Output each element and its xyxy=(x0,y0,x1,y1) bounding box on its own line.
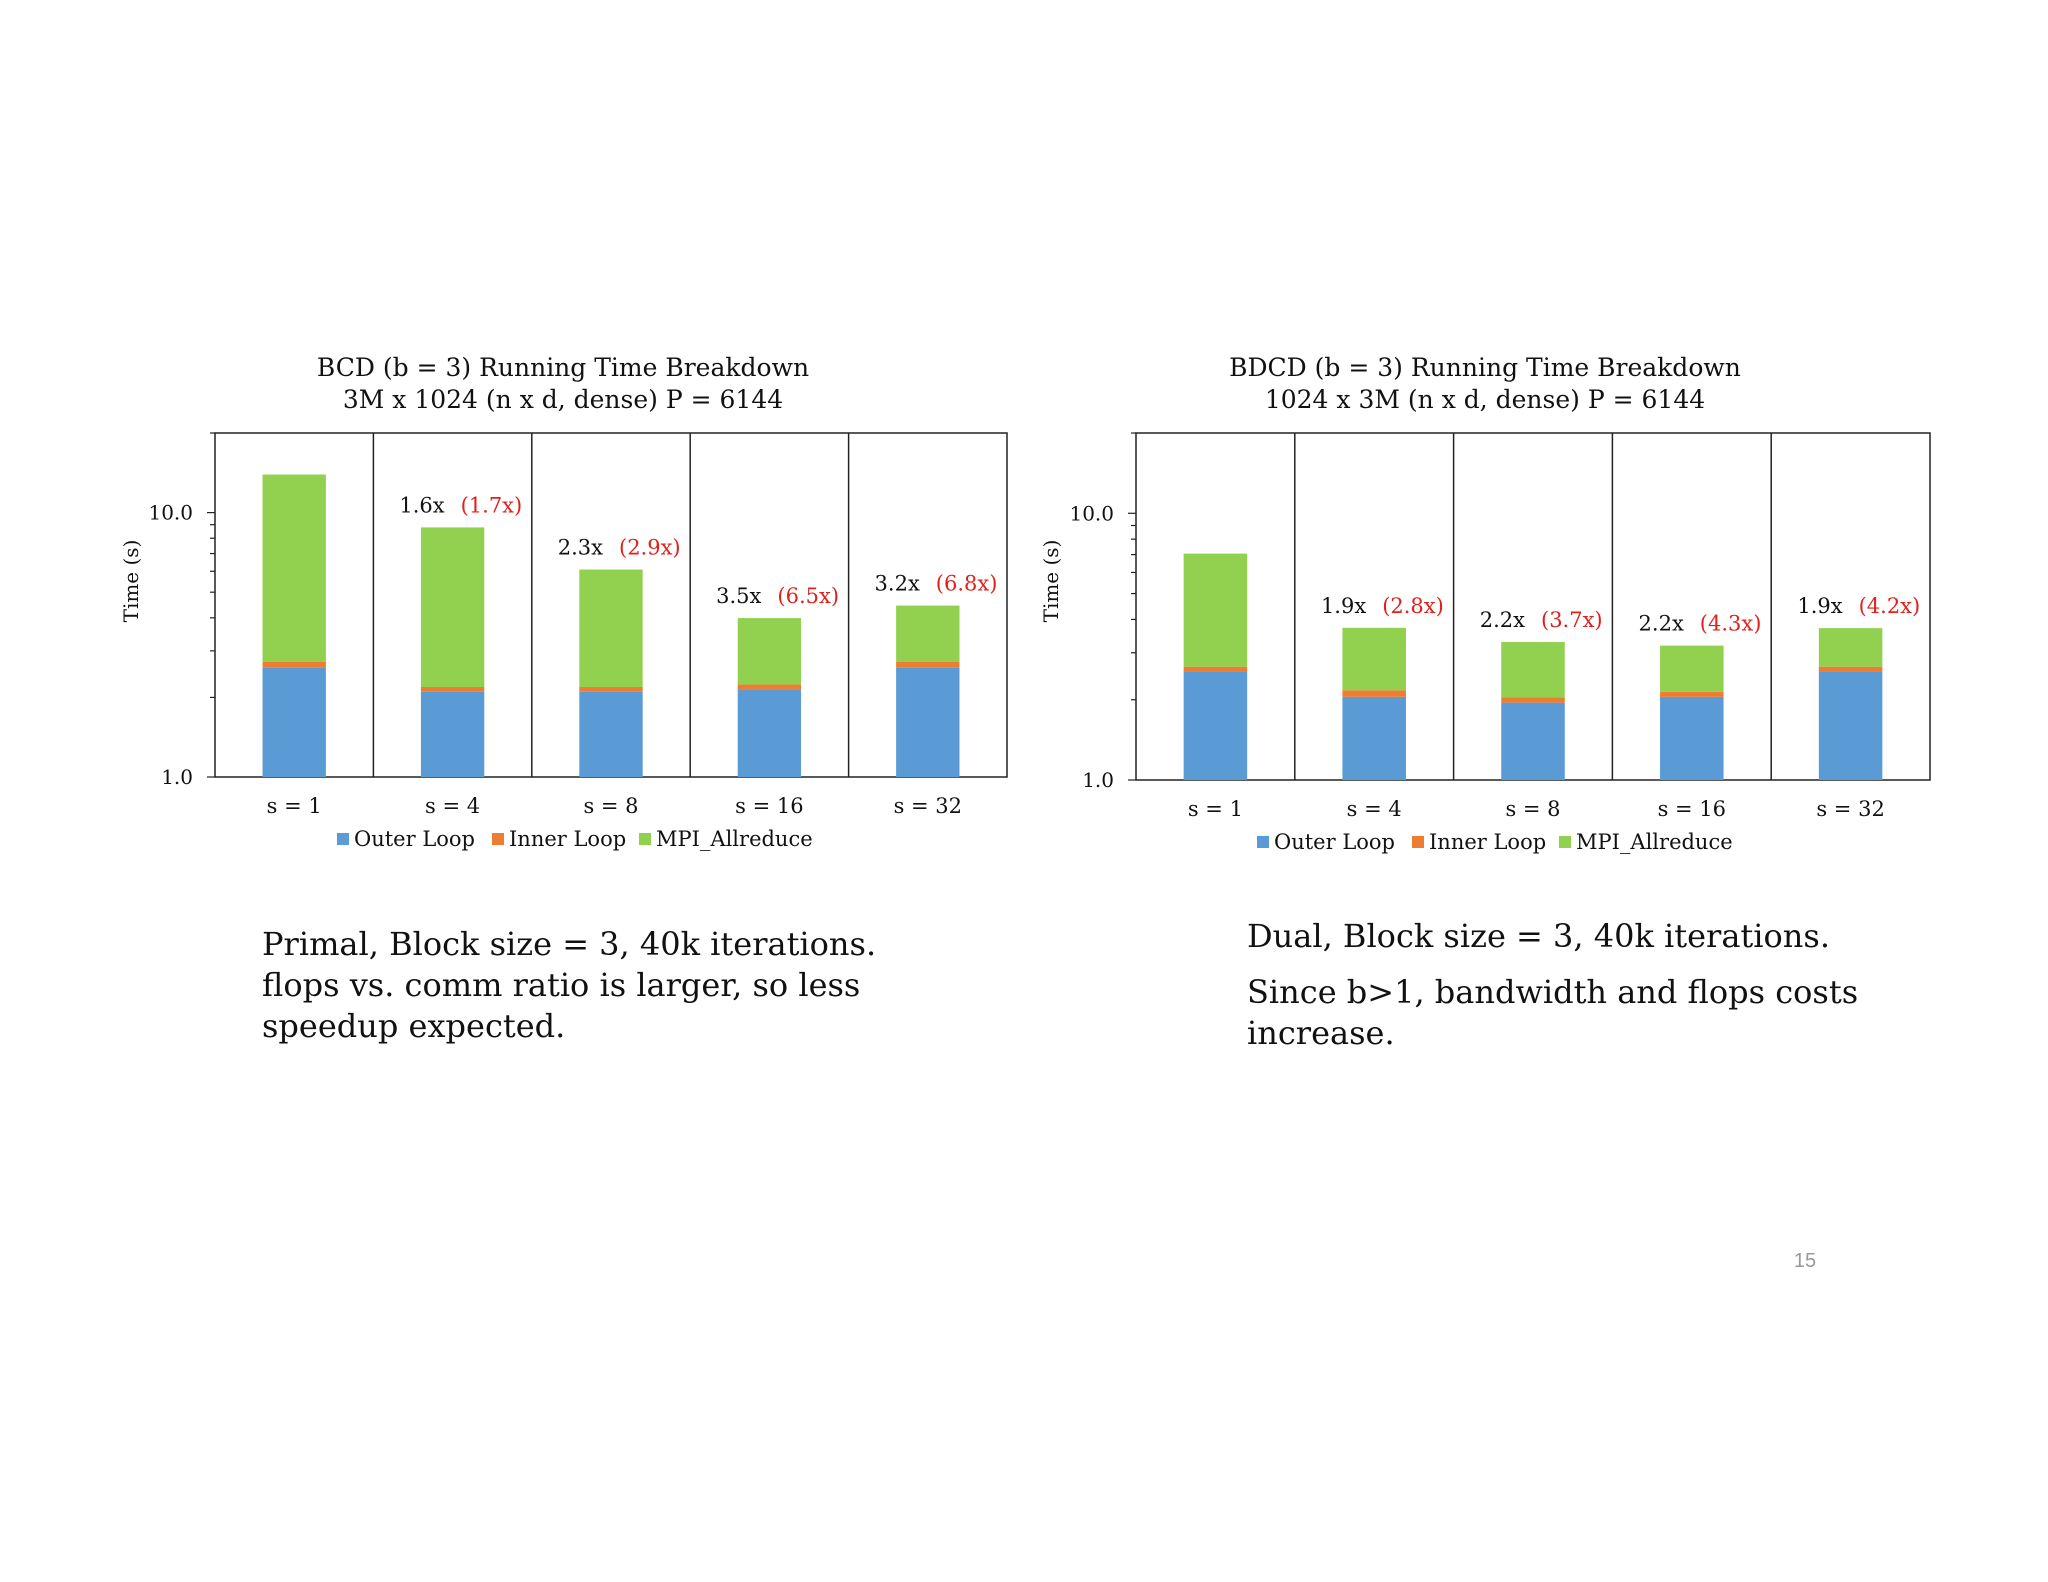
y-tick-label: 10.0 xyxy=(1069,501,1114,525)
x-tick-label: s = 16 xyxy=(1658,797,1726,821)
speedup-label: 1.9x xyxy=(1797,594,1842,618)
bar-inner-loop xyxy=(737,684,802,690)
bar-outer-loop xyxy=(1342,696,1406,780)
bar-inner-loop xyxy=(579,686,643,692)
x-tick-label: s = 32 xyxy=(894,794,962,818)
bar-outer-loop xyxy=(1183,671,1248,780)
legend: Outer Loop Inner Loop MPI_Allreduce xyxy=(1257,830,1733,854)
y-tick-label: 1.0 xyxy=(1082,768,1114,792)
legend-swatch-inner-loop xyxy=(492,833,504,845)
legend-label: Inner Loop xyxy=(1429,830,1546,854)
chart-1: BCD (b = 3) Running Time Breakdown 3M x 1… xyxy=(119,353,1008,851)
bar-inner-loop xyxy=(1660,691,1724,697)
y-axis-label: Time (s) xyxy=(1039,540,1063,623)
chart-subtitle: 1024 x 3M (n x d, dense) P = 6144 xyxy=(1265,385,1705,414)
legend-label: MPI_Allreduce xyxy=(1576,830,1733,854)
bar-mpi-allreduce xyxy=(1818,628,1883,667)
bar-mpi-allreduce xyxy=(1660,645,1724,692)
y-axis-ticks xyxy=(1128,432,1136,781)
bar-mpi-allreduce xyxy=(1342,627,1406,691)
y-axis-ticks xyxy=(207,432,215,778)
ideal-speedup-label: (4.3x) xyxy=(1700,612,1762,636)
bar-inner-loop xyxy=(1342,690,1406,697)
x-tick-label: s = 16 xyxy=(735,794,803,818)
legend-label: Inner Loop xyxy=(509,827,626,851)
caption-left-line1: Primal, Block size = 3, 40k iterations. xyxy=(262,925,877,963)
bar-inner-loop xyxy=(896,661,960,668)
legend-swatch-mpi-allreduce xyxy=(1559,836,1571,848)
ideal-speedup-label: (3.7x) xyxy=(1541,608,1603,632)
ideal-speedup-label: (6.8x) xyxy=(936,572,998,596)
legend-swatch-mpi-allreduce xyxy=(639,833,651,845)
legend-swatch-outer-loop xyxy=(337,833,349,845)
bar-outer-loop xyxy=(1501,702,1565,780)
ideal-speedup-label: (1.7x) xyxy=(461,493,523,517)
x-tick-label: s = 8 xyxy=(1505,797,1560,821)
bar-mpi-allreduce xyxy=(896,605,960,662)
y-tick-label: 1.0 xyxy=(161,765,193,789)
x-tick-label: s = 1 xyxy=(1188,797,1243,821)
y-axis-label: Time (s) xyxy=(119,540,143,623)
bar-outer-loop xyxy=(896,667,960,777)
x-tick-label: s = 4 xyxy=(425,794,480,818)
bar-mpi-allreduce xyxy=(737,618,802,685)
x-tick-label: s = 32 xyxy=(1816,797,1884,821)
caption-right: Dual, Block size = 3, 40k iterations. Si… xyxy=(1247,916,1927,1054)
ideal-speedup-label: (6.5x) xyxy=(777,584,839,608)
bar-mpi-allreduce xyxy=(1501,642,1565,698)
caption-right-line1: Dual, Block size = 3, 40k iterations. xyxy=(1247,917,1830,955)
bar-mpi-allreduce xyxy=(579,569,643,687)
chart-title: BCD (b = 3) Running Time Breakdown xyxy=(317,353,809,382)
ideal-speedup-label: (2.9x) xyxy=(619,536,681,560)
bar-inner-loop xyxy=(1183,666,1248,672)
bar-mpi-allreduce xyxy=(1183,553,1248,667)
caption-left-line2: flops vs. comm ratio is larger, so less … xyxy=(262,966,861,1045)
bar-inner-loop xyxy=(1501,697,1565,703)
bar-inner-loop xyxy=(1818,666,1883,672)
legend-label: MPI_Allreduce xyxy=(656,827,813,851)
speedup-label: 3.2x xyxy=(875,572,920,596)
bar-outer-loop xyxy=(1818,671,1883,780)
x-tick-label: s = 4 xyxy=(1347,797,1402,821)
caption-right-line2: Since b>1, bandwidth and flops costs inc… xyxy=(1247,973,1859,1052)
bar-mpi-allreduce xyxy=(262,474,326,662)
bar-outer-loop xyxy=(262,667,326,777)
chart-title: BDCD (b = 3) Running Time Breakdown xyxy=(1229,353,1741,382)
bar-mpi-allreduce xyxy=(420,527,485,687)
bar-outer-loop xyxy=(1660,696,1724,780)
legend: Outer Loop Inner Loop MPI_Allreduce xyxy=(337,827,813,851)
legend-label: Outer Loop xyxy=(354,827,475,851)
bar-inner-loop xyxy=(262,661,326,668)
chart-2: BDCD (b = 3) Running Time Breakdown 1024 … xyxy=(1039,353,1931,854)
bar-outer-loop xyxy=(579,691,643,777)
slide-number: 15 xyxy=(1793,1250,1817,1272)
x-tick-label: s = 1 xyxy=(267,794,322,818)
speedup-label: 2.2x xyxy=(1639,612,1684,636)
speedup-label: 2.2x xyxy=(1480,608,1525,632)
ideal-speedup-label: (2.8x) xyxy=(1382,594,1444,618)
caption-left: Primal, Block size = 3, 40k iterations. … xyxy=(262,924,982,1047)
ideal-speedup-label: (4.2x) xyxy=(1859,594,1921,618)
speedup-label: 1.9x xyxy=(1321,594,1366,618)
speedup-label: 3.5x xyxy=(716,584,761,608)
x-tick-label: s = 8 xyxy=(583,794,638,818)
bar-outer-loop xyxy=(420,691,485,777)
y-tick-label: 10.0 xyxy=(148,501,193,525)
speedup-label: 1.6x xyxy=(399,493,444,517)
legend-swatch-outer-loop xyxy=(1257,836,1269,848)
chart-subtitle: 3M x 1024 (n x d, dense) P = 6144 xyxy=(343,385,783,414)
bar-inner-loop xyxy=(420,686,485,692)
bar-outer-loop xyxy=(737,689,802,777)
legend-label: Outer Loop xyxy=(1274,830,1395,854)
speedup-label: 2.3x xyxy=(558,536,603,560)
legend-swatch-inner-loop xyxy=(1412,836,1424,848)
